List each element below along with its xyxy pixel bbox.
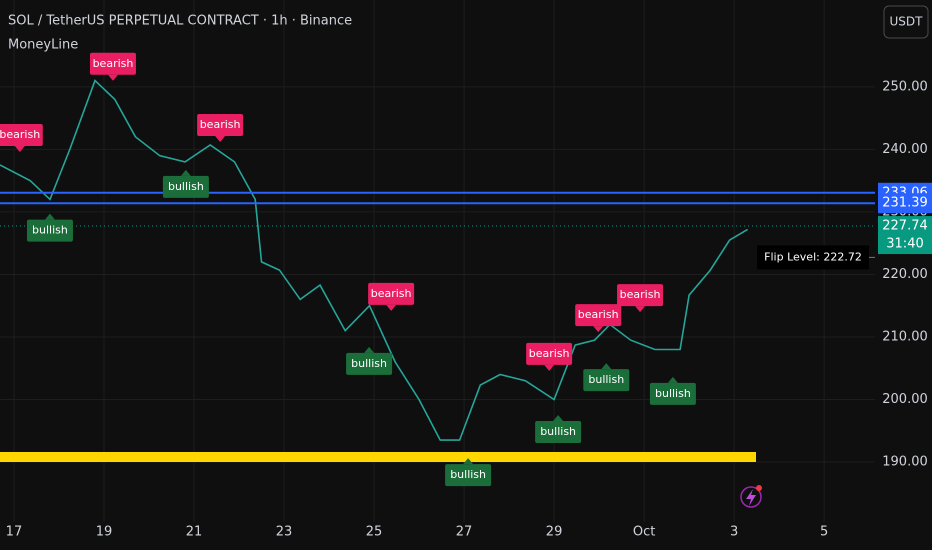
- signal-label: bearish: [529, 347, 570, 360]
- price-line: [0, 79, 749, 441]
- x-tick-label: 29: [546, 525, 563, 540]
- signal-label: bullish: [540, 425, 576, 438]
- y-tick-label: 190.00: [882, 454, 928, 469]
- signal-box: [346, 352, 393, 375]
- y-tick-label: 240.00: [882, 142, 928, 157]
- signal-box: [197, 114, 244, 137]
- signal-box: [617, 284, 664, 307]
- signal-pointer: [107, 74, 118, 81]
- signal-pointer: [215, 136, 226, 143]
- grid: [0, 0, 875, 522]
- signal-label: bearish: [200, 118, 241, 131]
- x-tick-label: 25: [366, 525, 383, 540]
- countdown-label: 31:40: [886, 237, 923, 252]
- x-tick-label: 19: [96, 525, 113, 540]
- x-tick-label: 5: [820, 525, 828, 540]
- x-tick-label: 27: [456, 525, 473, 540]
- signal-pointer: [544, 364, 555, 371]
- last-price-tag: [878, 216, 932, 255]
- y-tick-label: 200.00: [882, 392, 928, 407]
- signal-box: [535, 420, 582, 443]
- alert-icon[interactable]: [740, 485, 762, 508]
- y-tick-label: 250.00: [882, 79, 928, 94]
- signal-pointer: [593, 326, 604, 333]
- x-tick-label: 23: [276, 525, 293, 540]
- signal-label: bullish: [168, 180, 204, 193]
- signal-pointer: [667, 376, 678, 383]
- signal-box: [368, 282, 415, 305]
- x-tick-label: Oct: [633, 525, 655, 540]
- signal-pointer: [364, 346, 375, 353]
- signal-pointer: [14, 146, 25, 153]
- chart-title: SOL / TetherUS PERPETUAL CONTRACT · 1h ·…: [8, 14, 352, 29]
- x-tick-label: 21: [186, 525, 203, 540]
- signal-box: [26, 219, 73, 242]
- signal-pointer: [601, 363, 612, 370]
- signal-box: [162, 175, 209, 198]
- signal-box: [583, 369, 630, 392]
- signal-box: [89, 52, 136, 75]
- signal-box: [649, 382, 696, 405]
- signal-label: bearish: [578, 308, 619, 321]
- y-tick-label: 210.00: [882, 329, 928, 344]
- signal-pointer: [386, 304, 397, 311]
- y-tick-label: 220.00: [882, 267, 928, 282]
- price-tag-label: 231.39: [882, 196, 928, 211]
- signal-pointer: [635, 306, 646, 313]
- signal-label: bullish: [32, 224, 68, 237]
- price-tag: [878, 193, 932, 214]
- last-price-label: 227.74: [882, 219, 928, 234]
- currency-button[interactable]: [883, 5, 929, 39]
- x-tick-label: 17: [6, 525, 23, 540]
- signal-label: bullish: [655, 387, 691, 400]
- signal-label: bearish: [93, 57, 134, 70]
- signal-box: [445, 464, 492, 487]
- signal-box: [575, 304, 622, 327]
- x-tick-label: 3: [730, 525, 738, 540]
- signal-label: bullish: [351, 357, 387, 370]
- signal-pointer: [44, 213, 55, 220]
- signal-pointer: [553, 414, 564, 421]
- signal-box: [0, 124, 43, 147]
- flip-label: Flip Level: 222.72: [764, 250, 862, 263]
- signal-box: [526, 342, 573, 365]
- indicator-name: MoneyLine: [8, 38, 78, 53]
- signal-pointer: [463, 458, 474, 465]
- plot: bearishbearishbearishbearishbearishbeari…: [0, 52, 875, 487]
- signal-label: bearish: [0, 128, 40, 141]
- currency-button-label[interactable]: USDT: [890, 15, 924, 29]
- signal-label: bearish: [620, 288, 661, 301]
- signal-label: bullish: [588, 373, 624, 386]
- signal-pointer: [180, 169, 191, 176]
- signal-label: bullish: [450, 468, 486, 481]
- signal-label: bearish: [371, 287, 412, 300]
- flip-box: [757, 245, 869, 270]
